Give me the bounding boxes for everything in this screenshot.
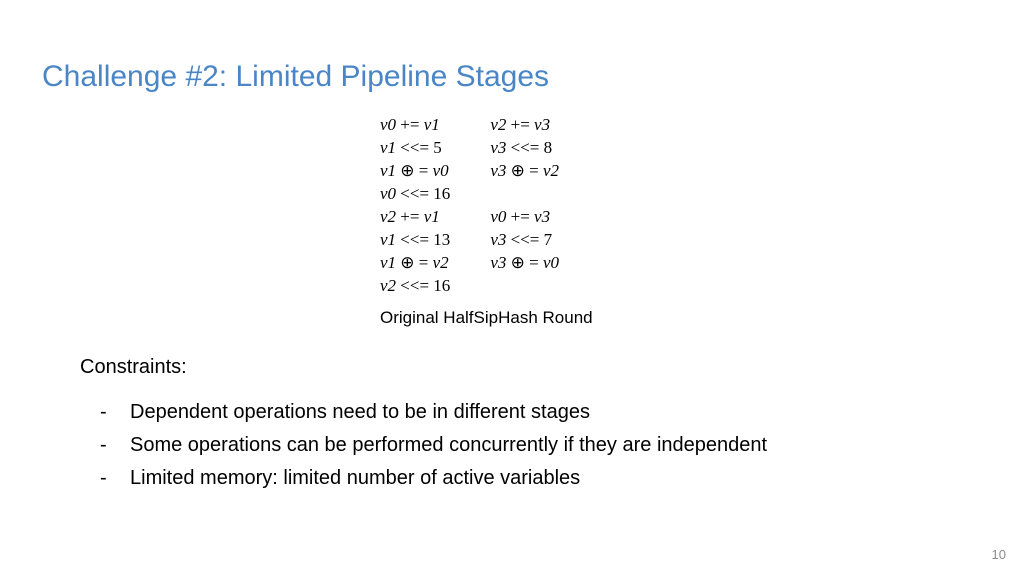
- code-block: v0 += v1v1 <<= 5v1 ⊕ = v0v0 <<= 16v2 += …: [380, 114, 559, 298]
- code-line: v2 += v3: [490, 114, 559, 137]
- code-column-right: v2 += v3v3 <<= 8v3 ⊕ = v2 v0 += v3v3 <<=…: [490, 114, 559, 298]
- code-line: v2 <<= 16: [380, 275, 450, 298]
- constraints-list: Dependent operations need to be in diffe…: [100, 396, 767, 495]
- slide: Challenge #2: Limited Pipeline Stages v0…: [0, 0, 1024, 576]
- constraint-item: Some operations can be performed concurr…: [100, 429, 767, 462]
- constraints-heading: Constraints:: [80, 356, 187, 379]
- code-line: v1 ⊕ = v2: [380, 252, 450, 275]
- code-line: v0 += v1: [380, 114, 450, 137]
- code-line: [490, 183, 559, 206]
- page-number: 10: [992, 547, 1006, 562]
- code-line: v1 <<= 13: [380, 229, 450, 252]
- code-line: v1 <<= 5: [380, 137, 450, 160]
- code-line: v2 += v1: [380, 206, 450, 229]
- slide-title: Challenge #2: Limited Pipeline Stages: [42, 60, 549, 94]
- code-line: v3 ⊕ = v0: [490, 252, 559, 275]
- code-line: v3 <<= 7: [490, 229, 559, 252]
- code-line: v0 <<= 16: [380, 183, 450, 206]
- constraint-item: Limited memory: limited number of active…: [100, 462, 767, 495]
- code-column-left: v0 += v1v1 <<= 5v1 ⊕ = v0v0 <<= 16v2 += …: [380, 114, 450, 298]
- code-caption: Original HalfSipHash Round: [380, 308, 593, 328]
- code-line: v3 <<= 8: [490, 137, 559, 160]
- code-line: v3 ⊕ = v2: [490, 160, 559, 183]
- code-line: v1 ⊕ = v0: [380, 160, 450, 183]
- constraint-item: Dependent operations need to be in diffe…: [100, 396, 767, 429]
- code-line: v0 += v3: [490, 206, 559, 229]
